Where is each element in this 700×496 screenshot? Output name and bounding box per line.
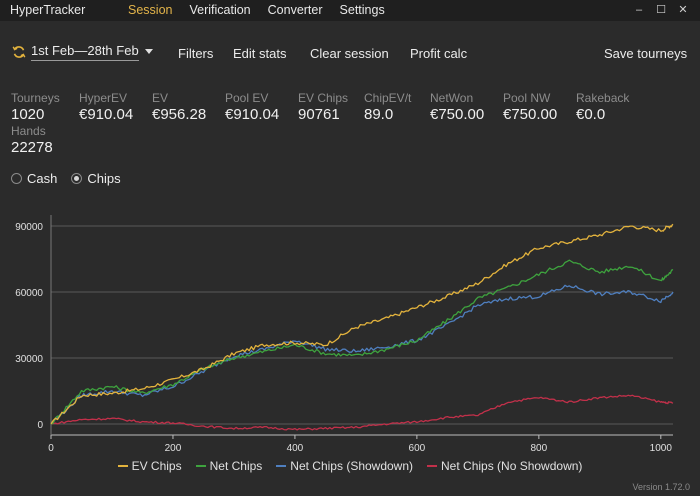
y-tick-label: 90000 [15,222,43,233]
legend-swatch [276,465,287,467]
stat-label: EV Chips [298,91,349,105]
stat-label: HyperEV [79,91,128,105]
x-tick-label: 600 [409,443,426,454]
stat-value: €750.00 [430,106,485,123]
clear-session-button[interactable]: Clear session [310,46,389,61]
x-tick-label: 1000 [650,443,673,454]
stat-label: Pool EV [225,91,269,105]
radio-circle[interactable] [11,173,22,184]
date-range-selector[interactable]: 1st Feb—28th Feb [12,43,153,61]
menu-session[interactable]: Session [128,3,173,17]
y-tick-label: 30000 [15,354,43,365]
stat-value: €910.04 [225,106,280,123]
legend-swatch [117,465,128,467]
legend-ev-chips[interactable]: EV Chips [117,459,182,473]
app-title: HyperTracker [10,3,86,17]
net-chips-showdown-line [50,284,674,425]
menu-verification[interactable]: Verification [189,3,251,17]
y-tick-label: 60000 [15,288,43,299]
stat-value: €0.0 [576,106,606,123]
stat-label: Tourneys [11,91,60,105]
radio-label: Chips [87,171,121,186]
x-tick-label: 200 [165,443,182,454]
stat-netwon: NetWon €750.00 [430,91,484,123]
stat-value: 89.0 [364,106,394,123]
edit-stats-button[interactable]: Edit stats [233,46,287,61]
stat-value: €910.04 [79,106,134,123]
menu-converter[interactable]: Converter [267,3,323,17]
stat-value: 90761 [298,106,340,123]
stat-value: €750.00 [503,106,558,123]
save-tourneys-button[interactable]: Save tourneys [604,46,688,61]
legend-label: Net Chips (No Showdown) [441,459,583,473]
legend-swatch [195,465,206,467]
stat-label: Rakeback [576,91,630,105]
session-toolbar: 1st Feb—28th Feb Filters Edit stats Clea… [0,43,700,67]
stat-hands: Hands 22278 [11,124,53,156]
stat-label: Pool NW [503,91,551,105]
chips-graph: 0 30000 60000 90000 0 200 400 600 800 1000 EV Chi… [0,200,700,490]
x-tick-label: 800 [530,443,547,454]
title-bar: HyperTracker Session Verification Conver… [0,0,700,21]
refresh-icon[interactable] [12,45,26,59]
cash-radio[interactable]: Cash [11,171,57,186]
chips-radio[interactable]: Chips [71,171,121,186]
stat-rakeback: Rakeback €0.0 [576,91,629,123]
y-tick-label: 0 [37,420,43,431]
maximize-icon[interactable]: ☐ [656,4,666,16]
date-range-label[interactable]: 1st Feb—28th Feb [31,43,139,61]
stat-hyperev: HyperEV €910.04 [79,91,133,123]
stat-label: Hands [11,124,46,138]
filters-button[interactable]: Filters [178,46,214,61]
stat-pool-nw: Pool NW €750.00 [503,91,557,123]
chevron-down-icon[interactable] [144,49,153,55]
mode-radio-group: Cash Chips [11,171,135,186]
stat-value: 22278 [11,139,53,156]
minimize-icon[interactable]: – [635,4,643,16]
stat-tourneys: Tourneys 1020 [11,91,60,123]
menu-settings[interactable]: Settings [339,3,385,17]
close-icon[interactable]: ✕ [678,4,688,16]
stat-label: EV [152,91,169,105]
main-menu: Session Verification Converter Settings [128,3,402,17]
stat-value: 1020 [11,106,45,123]
stat-pool-ev: Pool EV €910.04 [225,91,279,123]
x-tick-label: 400 [287,443,304,454]
stat-ev: EV €956.28 [152,91,206,123]
chart-legend: EV Chips Net Chips Net Chips (Showdown) … [0,459,700,473]
legend-label: Net Chips [209,459,263,473]
legend-net-chips[interactable]: Net Chips [195,459,263,473]
legend-net-chips-no-showdown[interactable]: Net Chips (No Showdown) [427,459,582,473]
stat-label: ChipEV/t [364,91,412,105]
net-chips-line [50,259,674,425]
profit-calc-button[interactable]: Profit calc [410,46,468,61]
legend-swatch [427,465,438,467]
ev-chips-line [50,223,674,425]
legend-label: Net Chips (Showdown) [290,459,414,473]
net-chips-no-showdown-line [50,394,674,431]
chips-graph-svg: 0 30000 60000 90000 0 200 400 600 800 1000 [15,215,674,454]
x-tick-label: 0 [48,443,54,454]
legend-net-chips-showdown[interactable]: Net Chips (Showdown) [276,459,413,473]
radio-label: Cash [27,171,58,186]
stat-ev-chips: EV Chips 90761 [298,91,348,123]
stat-label: NetWon [430,91,474,105]
legend-label: EV Chips [131,459,182,473]
stat-value: €956.28 [152,106,207,123]
stat-chipev-per-t: ChipEV/t 89.0 [364,91,411,123]
radio-circle[interactable] [71,173,83,184]
version-label: Version 1.72.0 [632,482,690,492]
window-controls: – ☐ ✕ [628,3,694,17]
